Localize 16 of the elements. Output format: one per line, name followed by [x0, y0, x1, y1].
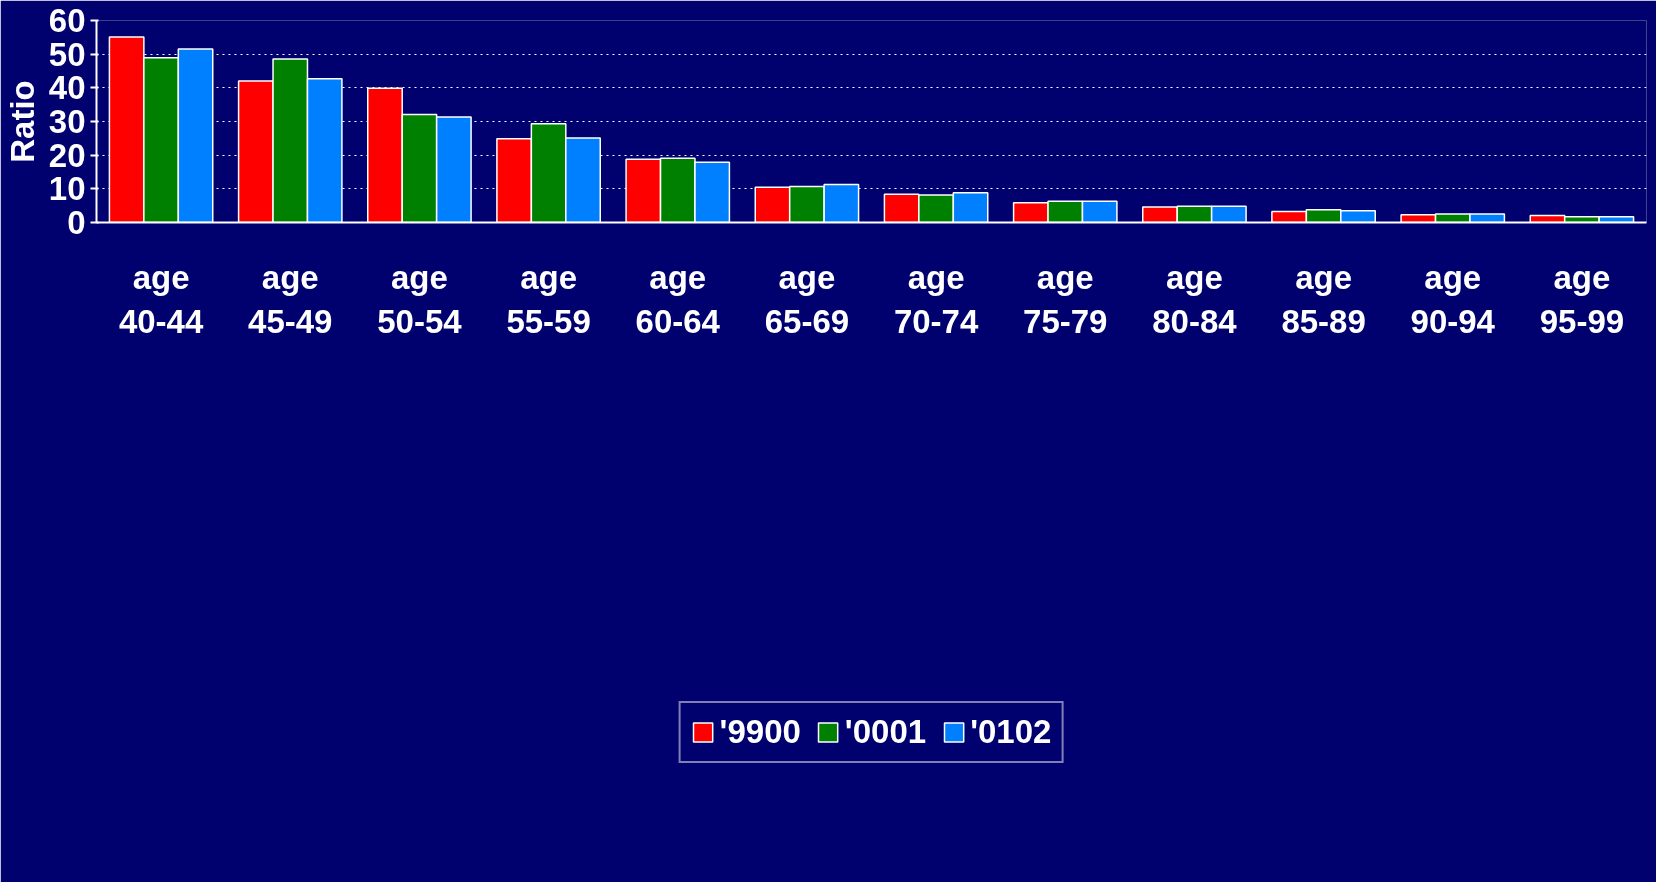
- x-tick-label: age 45-49: [248, 258, 333, 340]
- x-tick-label: age 60-64: [635, 258, 721, 340]
- legend-label: '0001: [844, 712, 927, 751]
- y-axis-title: Ratio: [3, 80, 41, 163]
- x-tick-label: age 75-79: [1023, 258, 1108, 340]
- x-tick-label: age 85-89: [1281, 258, 1366, 340]
- x-tick-label: age 80-84: [1152, 258, 1238, 340]
- x-tick-label: age 50-54: [377, 258, 463, 340]
- x-tick-label: age 55-59: [506, 258, 591, 340]
- x-tick-label: age 95-99: [1539, 258, 1625, 340]
- x-tick-label: age 90-94: [1410, 258, 1496, 340]
- legend-label: '9900: [719, 712, 801, 751]
- x-tick-label: age 65-69: [764, 258, 850, 340]
- x-tick-label: age 40-44: [118, 258, 204, 340]
- legend-label: '0102: [970, 712, 1052, 751]
- x-tick-label: age 70-74: [893, 258, 979, 340]
